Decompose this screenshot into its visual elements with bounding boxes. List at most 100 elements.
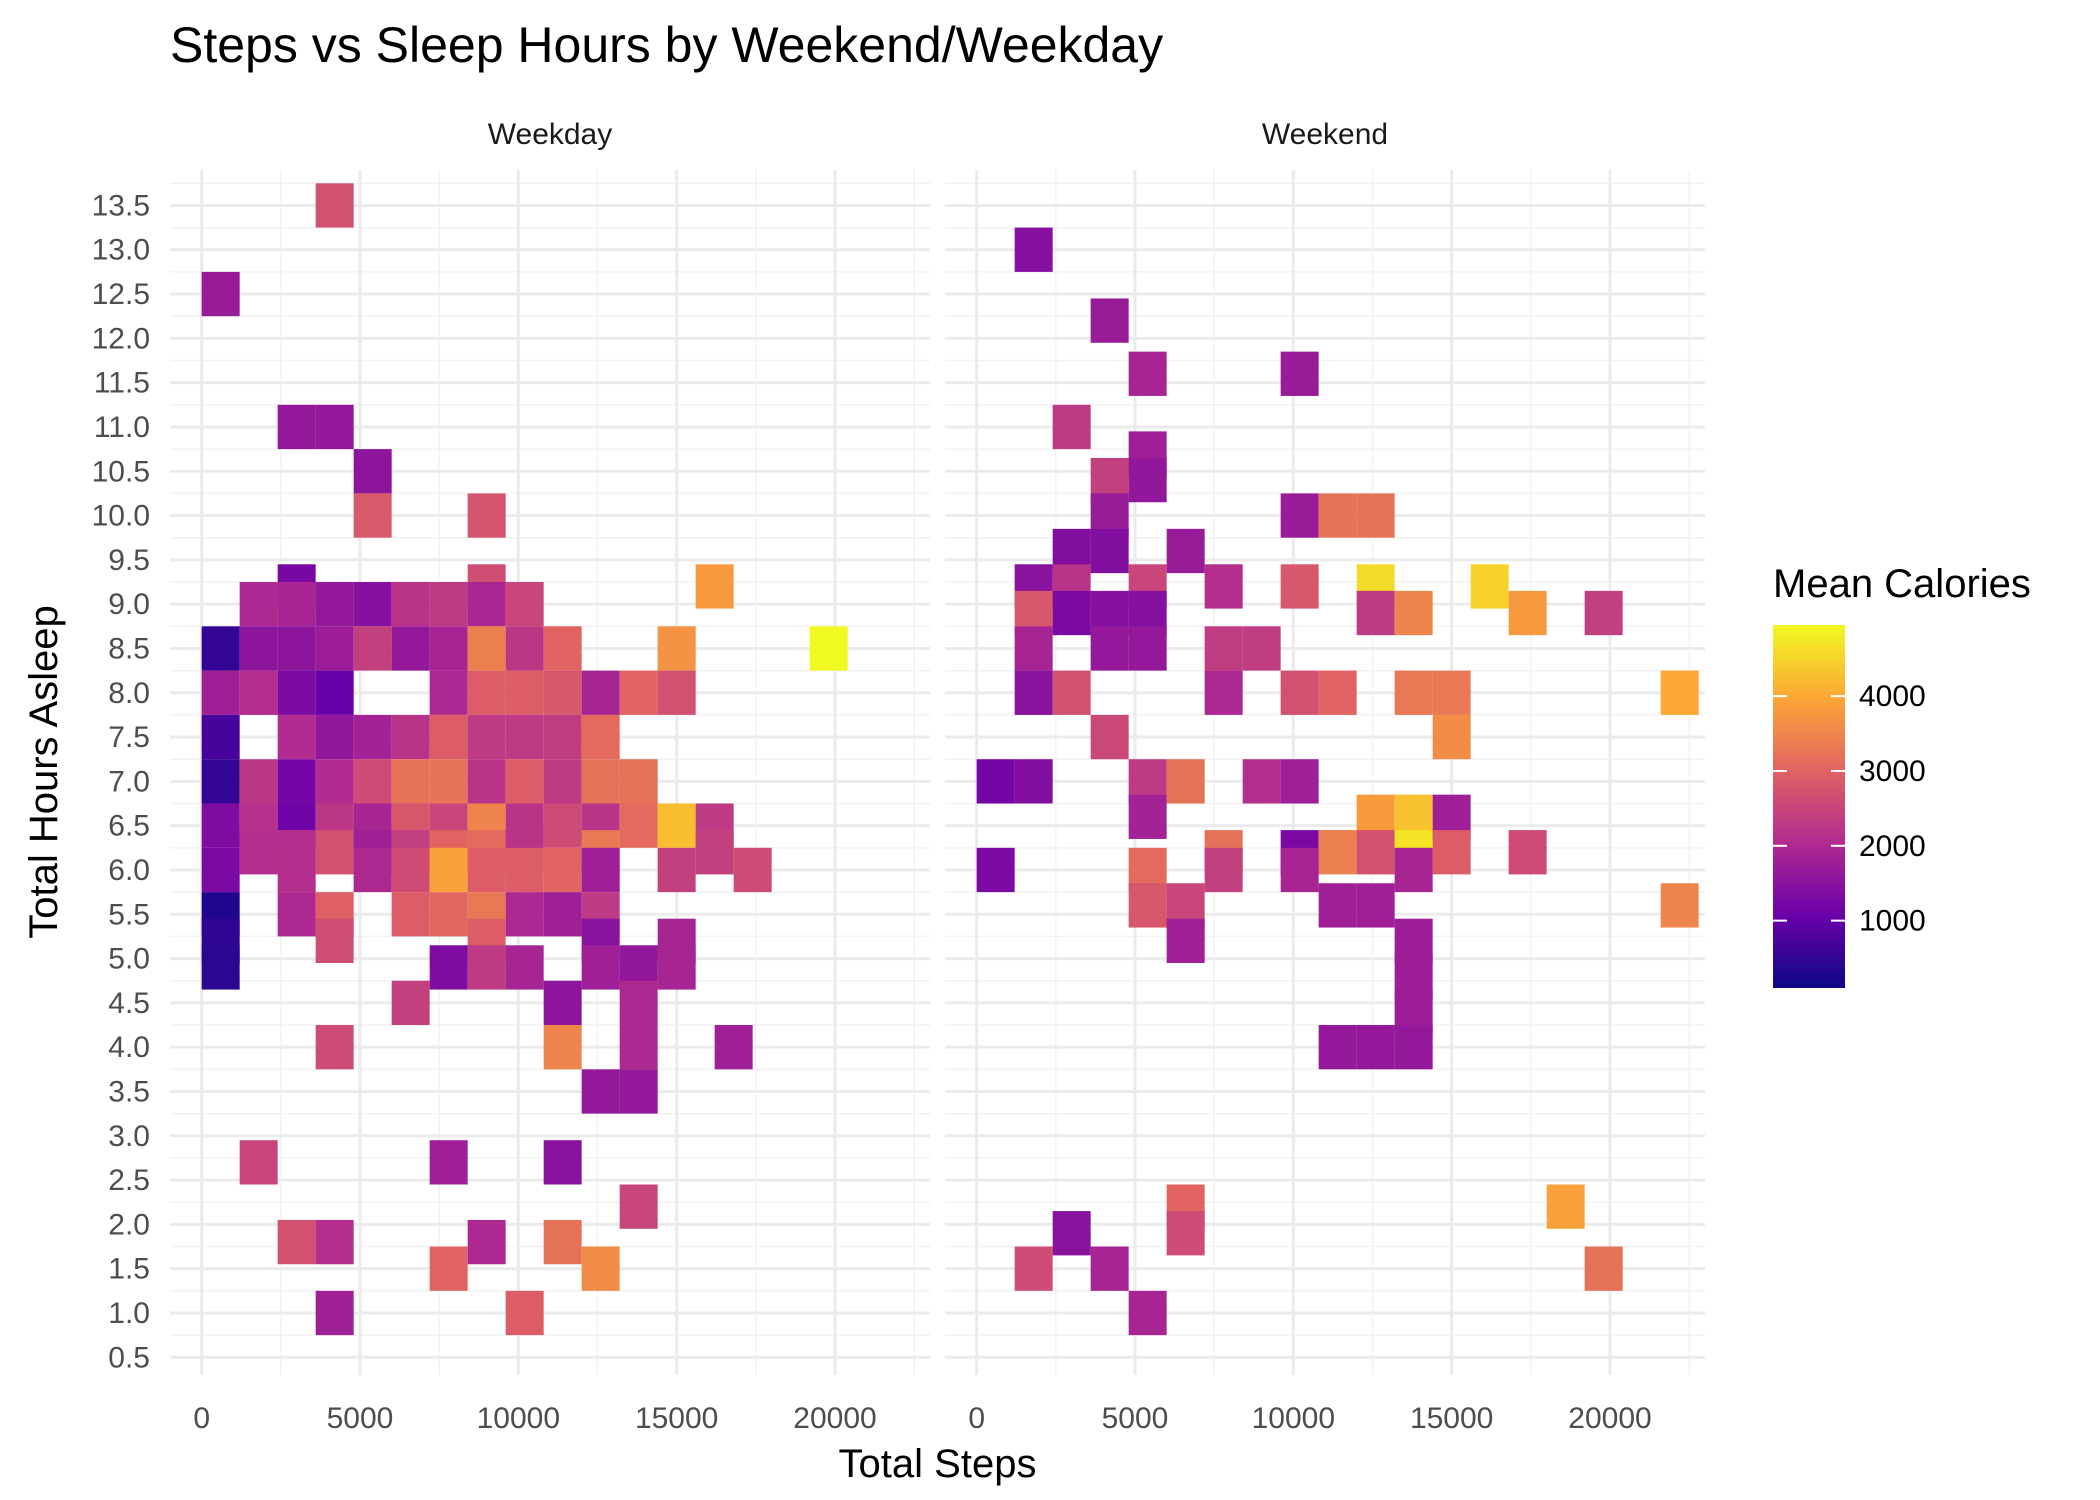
heatmap-cell	[1014, 759, 1053, 804]
heatmap-cell	[1280, 847, 1319, 893]
heatmap-cell	[429, 945, 468, 990]
y-tick-label: 4.5	[108, 987, 150, 1020]
heatmap-cell	[315, 404, 354, 450]
heatmap-cell	[239, 670, 278, 715]
y-tick-label: 1.0	[108, 1297, 150, 1330]
heatmap-cell	[619, 980, 658, 1026]
heatmap-cell	[201, 803, 240, 848]
heatmap-cell	[543, 759, 582, 804]
x-axis-title: Total Steps	[839, 1442, 1037, 1486]
heatmap-cell	[657, 670, 696, 715]
heatmap-cell	[976, 759, 1015, 804]
heatmap-cell	[1128, 1290, 1167, 1336]
heatmap-cell	[543, 803, 582, 848]
heatmap-cell	[1394, 590, 1433, 636]
heatmap-cell	[467, 847, 506, 893]
heatmap-cell	[714, 1025, 753, 1070]
color-legend: Mean Calories 1000 2000 3000 4000	[1773, 562, 2031, 988]
heatmap-cell	[1394, 1025, 1433, 1070]
heatmap-cell	[1280, 564, 1319, 609]
heatmap-cell	[505, 626, 544, 671]
heatmap-cell	[505, 714, 544, 760]
heatmap-cell	[201, 670, 240, 715]
heatmap-cell	[581, 759, 620, 804]
facet-label-weekend: Weekend	[1262, 118, 1388, 151]
heatmap-cell	[543, 847, 582, 893]
heatmap-cell	[1470, 564, 1509, 609]
heatmap-cell	[391, 626, 430, 671]
heatmap-cell	[1508, 590, 1547, 636]
heatmap-cell	[695, 564, 734, 609]
y-tick-label: 2.0	[108, 1208, 150, 1241]
heatmap-cell	[809, 626, 848, 671]
heatmap-cell	[1280, 493, 1319, 538]
heatmap-cell	[505, 670, 544, 715]
heatmap-cell	[1014, 626, 1053, 671]
heatmap-cell	[353, 847, 392, 893]
heatmap-cell	[657, 847, 696, 893]
heatmap-cell	[353, 626, 392, 671]
heatmap-cell	[1318, 1025, 1357, 1070]
y-tick-label: 12.5	[92, 278, 150, 311]
y-tick-label: 9.0	[108, 588, 150, 621]
facet-label-weekday: Weekday	[488, 118, 613, 151]
heatmap-cell	[1280, 351, 1319, 396]
heatmap-cell	[581, 1246, 620, 1291]
y-tick-label: 3.0	[108, 1120, 150, 1153]
heatmap-cell	[315, 582, 354, 627]
legend-color-bar	[1773, 625, 1845, 988]
heatmap-cell	[657, 626, 696, 671]
heatmap-cell	[429, 714, 468, 760]
heatmap-cell	[1356, 1025, 1395, 1070]
heatmap-cell	[429, 759, 468, 804]
legend-tick-label: 3000	[1859, 755, 1926, 788]
heatmap-cell	[619, 803, 658, 848]
heatmap-cell	[1014, 227, 1053, 272]
heatmap-cell	[201, 714, 240, 760]
heatmap-cell	[467, 945, 506, 990]
legend-tick-label: 2000	[1859, 830, 1926, 863]
y-tick-label: 6.0	[108, 854, 150, 887]
heatmap-cell	[1432, 830, 1471, 875]
heatmap-cell	[315, 830, 354, 875]
facet-panel-weekday	[170, 170, 930, 1375]
heatmap-cell	[505, 1290, 544, 1336]
heatmap-cell	[467, 670, 506, 715]
heatmap-cell	[733, 847, 772, 893]
heatmap-cell	[1128, 794, 1167, 839]
x-tick-label: 10000	[1252, 1402, 1335, 1435]
heatmap-cell	[239, 582, 278, 627]
heatmap-cell	[467, 493, 506, 538]
heatmap-cell	[353, 493, 392, 538]
heatmap-cell	[1166, 528, 1205, 574]
legend-tick-label: 4000	[1859, 680, 1926, 713]
heatmap-cell	[581, 1069, 620, 1114]
heatmap-cell	[239, 759, 278, 804]
heatmap-cell	[505, 892, 544, 937]
heatmap-cell	[1204, 626, 1243, 671]
heatmap-cell	[1090, 714, 1129, 760]
x-tick-label: 15000	[635, 1402, 718, 1435]
y-tick-label: 13.0	[92, 234, 150, 267]
heatmap-cell	[391, 892, 430, 937]
heatmap-cell	[543, 892, 582, 937]
heatmap-cell	[1242, 759, 1281, 804]
heatmap-cell	[1090, 298, 1129, 343]
heatmap-cell	[1204, 564, 1243, 609]
heatmap-cell	[505, 582, 544, 627]
y-tick-label: 6.5	[108, 810, 150, 843]
heatmap-cell	[505, 759, 544, 804]
heatmap-cell	[391, 980, 430, 1026]
heatmap-cell	[391, 714, 430, 760]
heatmap-cell	[1014, 1246, 1053, 1291]
heatmap-cell	[1166, 759, 1205, 804]
heatmap-cell	[315, 1025, 354, 1070]
y-tick-label: 8.5	[108, 632, 150, 665]
heatmap-cell	[429, 582, 468, 627]
heatmap-cell	[1052, 590, 1091, 636]
heatmap-cell	[429, 892, 468, 937]
heatmap-cell	[505, 847, 544, 893]
heatmap-cell	[1432, 714, 1471, 760]
heatmap-cell	[315, 183, 354, 228]
